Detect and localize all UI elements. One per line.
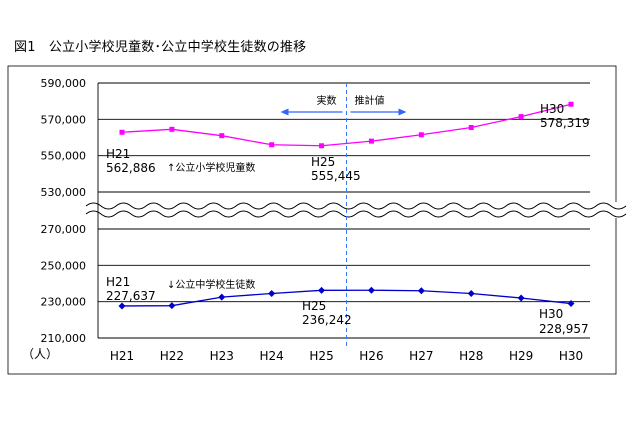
data-point <box>367 286 375 294</box>
annotation-value: 228,957 <box>539 322 589 336</box>
x-tick-label: H22 <box>160 349 184 363</box>
data-point <box>269 142 275 148</box>
annotation-value: 236,242 <box>302 313 352 327</box>
x-tick-label: H30 <box>559 349 583 363</box>
data-point <box>169 126 175 132</box>
data-point <box>368 138 374 144</box>
x-tick-label: H29 <box>509 349 533 363</box>
annotation-value: 578,319 <box>540 116 590 130</box>
upper-y-tick-label: 530,000 <box>41 186 87 199</box>
data-point <box>517 294 525 302</box>
axis-break-band <box>86 202 618 218</box>
x-tick-label: H25 <box>309 349 333 363</box>
data-point <box>568 101 574 107</box>
lower-y-tick-label: 210,000 <box>41 332 87 345</box>
series <box>118 101 575 310</box>
upper-y-tick-label: 570,000 <box>41 113 87 126</box>
forecast-divider: 実数 推計値 <box>280 83 407 346</box>
divider-label-forecast: 推計値 <box>355 94 385 107</box>
divider-label-actual: 実数 <box>317 94 337 107</box>
annotation-label: H25 <box>311 155 335 169</box>
series-line <box>121 103 572 147</box>
annotation-value: 555,445 <box>311 169 361 183</box>
data-point <box>119 129 125 135</box>
lower-y-tick-label: 270,000 <box>41 223 87 236</box>
data-point <box>268 289 276 297</box>
data-point <box>219 133 225 139</box>
data-point <box>417 287 425 295</box>
x-tick-label: H24 <box>260 349 284 363</box>
annotation-value: 227,637 <box>106 289 156 303</box>
lower-y-tick-label: 230,000 <box>41 296 87 309</box>
data-point <box>218 293 226 301</box>
grid-lines <box>98 82 590 339</box>
data-point <box>168 302 176 310</box>
annotation-label: H30 <box>539 307 563 321</box>
x-tick-label: H21 <box>110 349 134 363</box>
axes: 590,000 570,000 550,000 530,000 270,000 250,0… <box>41 77 584 363</box>
data-point <box>567 300 575 308</box>
forecast-arrow-head <box>398 108 407 116</box>
x-tick-label: H27 <box>409 349 433 363</box>
series-name-label: ↓公立中学校生徒数 <box>167 278 255 291</box>
data-point <box>318 286 326 294</box>
series-line <box>121 289 572 307</box>
chart-frame <box>7 65 617 375</box>
data-point <box>468 125 474 131</box>
data-point <box>118 302 126 310</box>
upper-y-tick-label: 590,000 <box>41 77 87 90</box>
data-point <box>319 143 325 149</box>
figure-title: 図1 公立小学校児童数･公立中学校生徒数の推移 <box>14 40 307 55</box>
annotation-value: 562,886 <box>106 161 156 175</box>
series-name-label: ↑公立小学校児童数 <box>167 161 255 174</box>
y-axis-unit: （人） <box>22 347 58 361</box>
axis-break-wave-top <box>85 202 627 210</box>
data-point <box>467 289 475 297</box>
annotation-label: H25 <box>302 299 326 313</box>
axis-break-wave-bottom <box>85 210 627 218</box>
data-point <box>518 114 524 120</box>
upper-y-tick-label: 550,000 <box>41 150 87 163</box>
lower-y-tick-label: 250,000 <box>41 259 87 272</box>
x-tick-label: H23 <box>210 349 234 363</box>
annotation-label: H21 <box>106 275 130 289</box>
annotation-label: H30 <box>540 102 564 116</box>
actual-arrow-head <box>280 108 289 116</box>
x-tick-label: H28 <box>459 349 483 363</box>
axis-break <box>85 202 627 218</box>
x-tick-label: H26 <box>359 349 383 363</box>
data-point <box>418 132 424 138</box>
annotation-label: H21 <box>106 147 130 161</box>
